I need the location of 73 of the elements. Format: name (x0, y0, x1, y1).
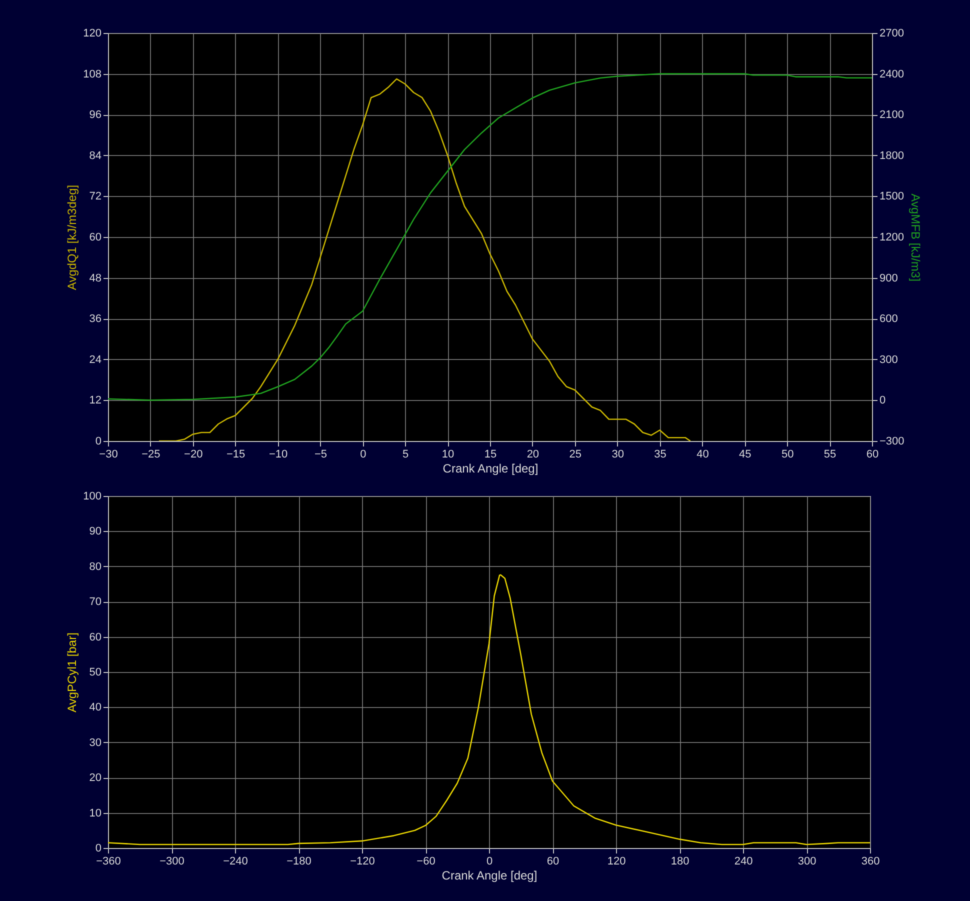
x-tick-label: 180 (670, 856, 690, 868)
x-tick-label: 30 (612, 448, 624, 460)
x-tick-label: −180 (286, 856, 312, 868)
x-tick-label: −300 (160, 856, 184, 868)
x-tick-label: 60 (866, 448, 879, 460)
x-tick-label: 120 (607, 856, 626, 868)
y2-tick-label: −300 (880, 436, 904, 448)
y-axis-title: AvgPCyl1 [bar] (65, 632, 80, 712)
y-tick-label: 60 (89, 232, 102, 244)
x-tick-label: 35 (654, 448, 666, 460)
x-tick-label: 55 (824, 448, 836, 460)
x-tick-label: −20 (184, 448, 203, 460)
y-tick-label: 70 (89, 596, 102, 608)
x-tick-label: −120 (350, 856, 375, 868)
y-tick-label: 12 (89, 394, 102, 407)
y-tick-label: 84 (89, 150, 102, 162)
x-tick-label: 60 (546, 856, 560, 868)
y-tick-label: 100 (83, 490, 102, 502)
x-tick-label: −240 (223, 856, 248, 868)
x-axis-title: Crank Angle [deg] (442, 868, 538, 882)
y-tick-label: 30 (89, 736, 102, 749)
y2-tick-label: 1200 (880, 232, 904, 244)
y2-tick-label: 2400 (880, 68, 904, 80)
y-tick-label: 40 (89, 702, 102, 714)
x-tick-label: 10 (442, 448, 454, 460)
y2-tick-label: 600 (880, 313, 898, 326)
y-tick-label: 48 (89, 272, 102, 284)
y-axis-title: AvgdQ1 [kJ/m3deg] (65, 184, 80, 290)
y-tick-label: 108 (83, 68, 102, 80)
x-tick-label: 300 (798, 856, 816, 868)
y-tick-label: 20 (89, 772, 102, 784)
x-tick-label: 240 (734, 856, 753, 868)
y2-axis-title: AvgMFB [kJ/m3] (908, 194, 922, 282)
y2-tick-label: 300 (880, 354, 898, 366)
y-tick-label: 24 (89, 354, 102, 366)
x-tick-label: 0 (486, 856, 493, 868)
x-tick-label: 15 (484, 448, 497, 460)
y2-tick-label: 2100 (880, 109, 904, 122)
y-tick-label: 72 (89, 190, 102, 203)
y-tick-label: 36 (89, 313, 102, 326)
x-axis-title: Crank Angle [deg] (442, 462, 538, 476)
x-tick-label: −60 (416, 856, 436, 868)
y2-tick-label: 1500 (880, 190, 904, 203)
line-series (158, 78, 691, 441)
x-tick-label: 45 (739, 448, 752, 460)
y-tick-label: 80 (89, 560, 102, 573)
x-tick-label: 0 (360, 448, 366, 460)
y-tick-label: 90 (89, 526, 102, 538)
x-tick-label: −360 (96, 856, 121, 868)
x-tick-label: 20 (526, 448, 540, 460)
x-tick-label: 25 (569, 448, 582, 460)
x-tick-label: −15 (226, 448, 246, 460)
x-tick-label: −5 (314, 448, 327, 460)
y2-tick-label: 1800 (880, 150, 904, 162)
x-tick-label: 50 (781, 448, 794, 460)
y2-tick-label: 2700 (880, 28, 904, 40)
y-tick-label: 0 (95, 842, 102, 854)
x-tick-label: 40 (696, 448, 709, 460)
x-tick-label: −25 (142, 448, 160, 460)
y-tick-label: 96 (89, 109, 102, 122)
y-tick-label: 0 (95, 436, 102, 448)
y2-tick-label: 0 (880, 394, 886, 407)
y2-tick-label: 900 (880, 272, 898, 284)
y-tick-label: 120 (83, 28, 102, 40)
x-tick-label: 5 (402, 448, 409, 460)
x-tick-label: −10 (268, 448, 288, 460)
x-tick-label: 360 (861, 856, 880, 868)
y-tick-label: 10 (89, 807, 102, 820)
y-tick-label: 60 (89, 631, 102, 644)
line-series (108, 574, 870, 846)
x-tick-label: −30 (99, 448, 118, 460)
line-series (108, 73, 872, 401)
y-tick-label: 50 (89, 666, 102, 678)
